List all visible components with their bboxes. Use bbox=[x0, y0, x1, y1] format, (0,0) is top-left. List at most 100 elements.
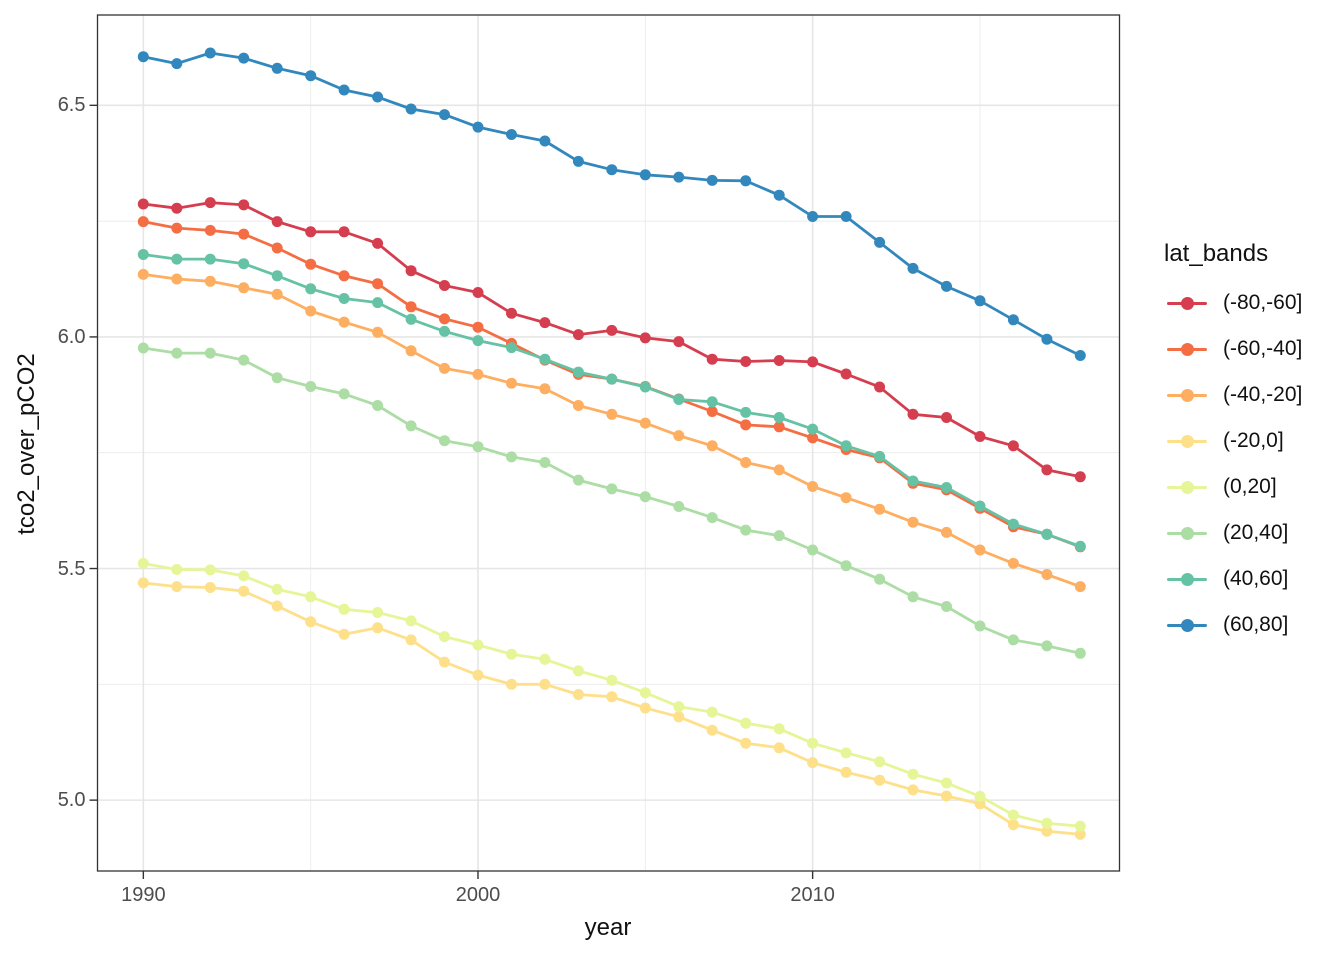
legend-key-icon bbox=[1167, 615, 1207, 635]
data-point bbox=[305, 305, 317, 317]
data-point bbox=[238, 52, 250, 64]
x-tick-label: 2000 bbox=[455, 884, 501, 906]
data-point bbox=[572, 689, 584, 700]
x-tick-label: 1990 bbox=[121, 884, 166, 906]
data-point bbox=[1007, 314, 1019, 326]
data-point bbox=[439, 280, 450, 291]
data-point bbox=[305, 381, 317, 392]
data-point bbox=[840, 440, 852, 452]
data-point bbox=[572, 366, 584, 378]
data-point bbox=[539, 457, 551, 468]
data-point bbox=[941, 790, 952, 802]
data-point bbox=[673, 394, 685, 405]
data-point bbox=[338, 316, 350, 328]
data-point bbox=[372, 326, 384, 338]
data-point bbox=[271, 216, 283, 228]
legend-entry: (60,80] bbox=[1167, 602, 1302, 648]
data-point bbox=[1041, 825, 1053, 837]
legend-key-icon bbox=[1167, 339, 1207, 359]
x-axis-title: year bbox=[584, 914, 632, 941]
data-point bbox=[238, 570, 250, 582]
data-point bbox=[1007, 518, 1019, 530]
data-point bbox=[773, 742, 785, 754]
data-point bbox=[238, 585, 250, 597]
data-point bbox=[1041, 817, 1053, 829]
data-point bbox=[840, 368, 852, 380]
y-tick-label: 6.5 bbox=[57, 94, 86, 117]
data-point bbox=[840, 211, 852, 222]
series-(-20,0] bbox=[137, 577, 1086, 840]
data-point bbox=[271, 62, 283, 74]
data-point bbox=[338, 603, 350, 615]
data-point bbox=[673, 336, 685, 348]
x-tick-label: 2010 bbox=[790, 884, 835, 906]
data-point bbox=[706, 396, 718, 408]
series-(0,20] bbox=[137, 557, 1086, 832]
data-point bbox=[171, 202, 183, 214]
data-point bbox=[439, 435, 450, 447]
data-point bbox=[773, 412, 785, 423]
data-point bbox=[807, 423, 819, 435]
data-point bbox=[840, 766, 852, 778]
data-point bbox=[405, 345, 417, 357]
legend: lat_bands (-80,-60] (-60,-40] (-40,-20] … bbox=[1164, 239, 1302, 648]
data-point bbox=[740, 457, 752, 468]
data-point bbox=[1074, 820, 1086, 832]
data-point bbox=[773, 530, 785, 542]
data-point bbox=[1007, 440, 1019, 452]
data-point bbox=[807, 481, 819, 492]
data-point bbox=[740, 356, 752, 367]
data-point bbox=[606, 691, 618, 703]
data-point bbox=[405, 615, 417, 627]
data-point bbox=[372, 400, 384, 411]
data-point bbox=[405, 265, 417, 277]
data-point bbox=[740, 419, 752, 431]
data-point bbox=[639, 702, 651, 714]
data-point bbox=[171, 347, 183, 359]
data-point bbox=[137, 557, 149, 569]
data-point bbox=[572, 474, 584, 486]
data-point bbox=[539, 353, 551, 365]
data-point bbox=[807, 757, 819, 769]
data-point bbox=[941, 280, 952, 292]
data-point bbox=[472, 287, 484, 298]
data-point bbox=[204, 224, 216, 236]
data-point bbox=[974, 790, 986, 802]
data-point bbox=[639, 332, 651, 344]
panel-border bbox=[96, 14, 1121, 872]
legend-entry-label: (-80,-60] bbox=[1223, 291, 1303, 314]
data-point bbox=[137, 249, 149, 260]
data-point bbox=[137, 268, 149, 280]
data-point bbox=[472, 441, 484, 453]
data-point bbox=[941, 412, 952, 423]
series-(40,60] bbox=[137, 249, 1086, 552]
data-point bbox=[238, 199, 250, 211]
data-point bbox=[1074, 581, 1086, 593]
data-point bbox=[673, 701, 685, 713]
data-point bbox=[1074, 647, 1086, 659]
data-point bbox=[941, 601, 952, 612]
data-point bbox=[472, 335, 484, 347]
data-point bbox=[941, 526, 952, 538]
legend-entry: (-20,0] bbox=[1167, 418, 1302, 464]
legend-key-icon bbox=[1167, 523, 1207, 543]
data-point bbox=[1007, 557, 1019, 569]
data-point bbox=[907, 591, 919, 603]
data-point bbox=[204, 47, 216, 59]
data-point bbox=[673, 711, 685, 723]
data-point bbox=[941, 777, 952, 789]
legend-entry-label: (0,20] bbox=[1223, 475, 1277, 498]
data-point bbox=[807, 737, 819, 749]
legend-entry-label: (-40,-20] bbox=[1223, 383, 1303, 406]
data-point bbox=[439, 109, 450, 121]
data-point bbox=[305, 226, 317, 238]
data-point bbox=[338, 628, 350, 640]
data-point bbox=[372, 237, 384, 249]
data-point bbox=[807, 544, 819, 556]
data-point bbox=[372, 622, 384, 634]
data-point bbox=[506, 451, 517, 463]
data-point bbox=[673, 171, 685, 183]
data-point bbox=[506, 342, 517, 354]
data-point bbox=[137, 216, 149, 228]
